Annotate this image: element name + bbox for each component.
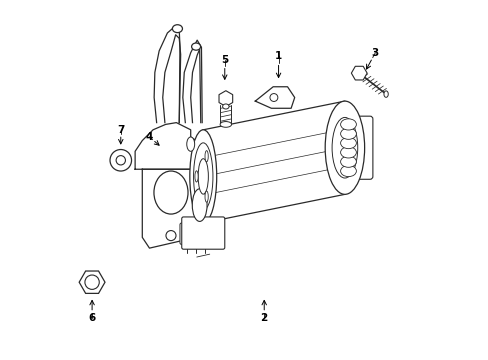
FancyBboxPatch shape (180, 223, 215, 244)
Ellipse shape (204, 191, 208, 202)
Polygon shape (135, 123, 201, 169)
Circle shape (85, 275, 99, 289)
Text: 1: 1 (274, 51, 282, 61)
Text: 6: 6 (88, 313, 96, 323)
Ellipse shape (383, 91, 387, 97)
Text: 4: 4 (145, 132, 153, 142)
Ellipse shape (204, 150, 208, 162)
Ellipse shape (325, 101, 364, 194)
Ellipse shape (340, 156, 356, 167)
Ellipse shape (340, 138, 356, 149)
Circle shape (116, 156, 125, 165)
Ellipse shape (340, 147, 356, 158)
Ellipse shape (192, 189, 206, 221)
Ellipse shape (222, 104, 228, 109)
Text: 3: 3 (371, 48, 378, 58)
Ellipse shape (189, 130, 216, 223)
Ellipse shape (340, 119, 356, 130)
Ellipse shape (340, 166, 356, 177)
Ellipse shape (340, 128, 356, 139)
Circle shape (110, 149, 131, 171)
Ellipse shape (220, 122, 231, 127)
Text: 7: 7 (117, 125, 124, 135)
Ellipse shape (186, 137, 194, 151)
Ellipse shape (198, 159, 208, 194)
FancyBboxPatch shape (334, 116, 372, 179)
Ellipse shape (154, 171, 187, 214)
Ellipse shape (193, 143, 212, 210)
Ellipse shape (195, 171, 198, 182)
Ellipse shape (172, 25, 182, 33)
Ellipse shape (269, 94, 277, 102)
Ellipse shape (191, 43, 200, 50)
Polygon shape (255, 87, 294, 108)
Polygon shape (142, 169, 199, 248)
Ellipse shape (331, 117, 357, 178)
Text: 2: 2 (260, 313, 267, 323)
Text: 5: 5 (221, 55, 228, 65)
Ellipse shape (165, 230, 176, 240)
FancyBboxPatch shape (182, 217, 224, 249)
Polygon shape (203, 101, 344, 223)
